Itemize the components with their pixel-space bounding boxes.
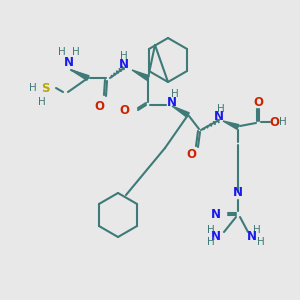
Text: H: H [72,47,80,57]
Text: H: H [58,47,66,57]
Text: H: H [207,237,215,247]
Text: N: N [119,58,129,70]
Text: S: S [41,82,49,94]
Text: H: H [253,225,261,235]
Polygon shape [71,70,89,80]
Text: N: N [247,230,257,242]
Polygon shape [223,121,239,129]
Text: O: O [253,97,263,110]
Text: O: O [186,148,196,161]
Polygon shape [172,106,189,117]
Text: N: N [167,95,177,109]
Text: H: H [120,51,128,61]
Text: H: H [207,225,215,235]
Text: H: H [217,104,225,114]
Text: N: N [211,208,221,221]
Text: H: H [29,83,37,93]
Text: N: N [233,185,243,199]
Text: O: O [94,100,104,113]
Text: N: N [211,230,221,242]
Text: H: H [171,89,179,99]
Text: O: O [269,116,279,128]
Text: N: N [64,56,74,68]
Text: H: H [279,117,287,127]
Polygon shape [132,70,149,80]
Text: O: O [119,103,129,116]
Text: H: H [257,237,265,247]
Text: H: H [38,97,46,107]
Text: N: N [214,110,224,124]
